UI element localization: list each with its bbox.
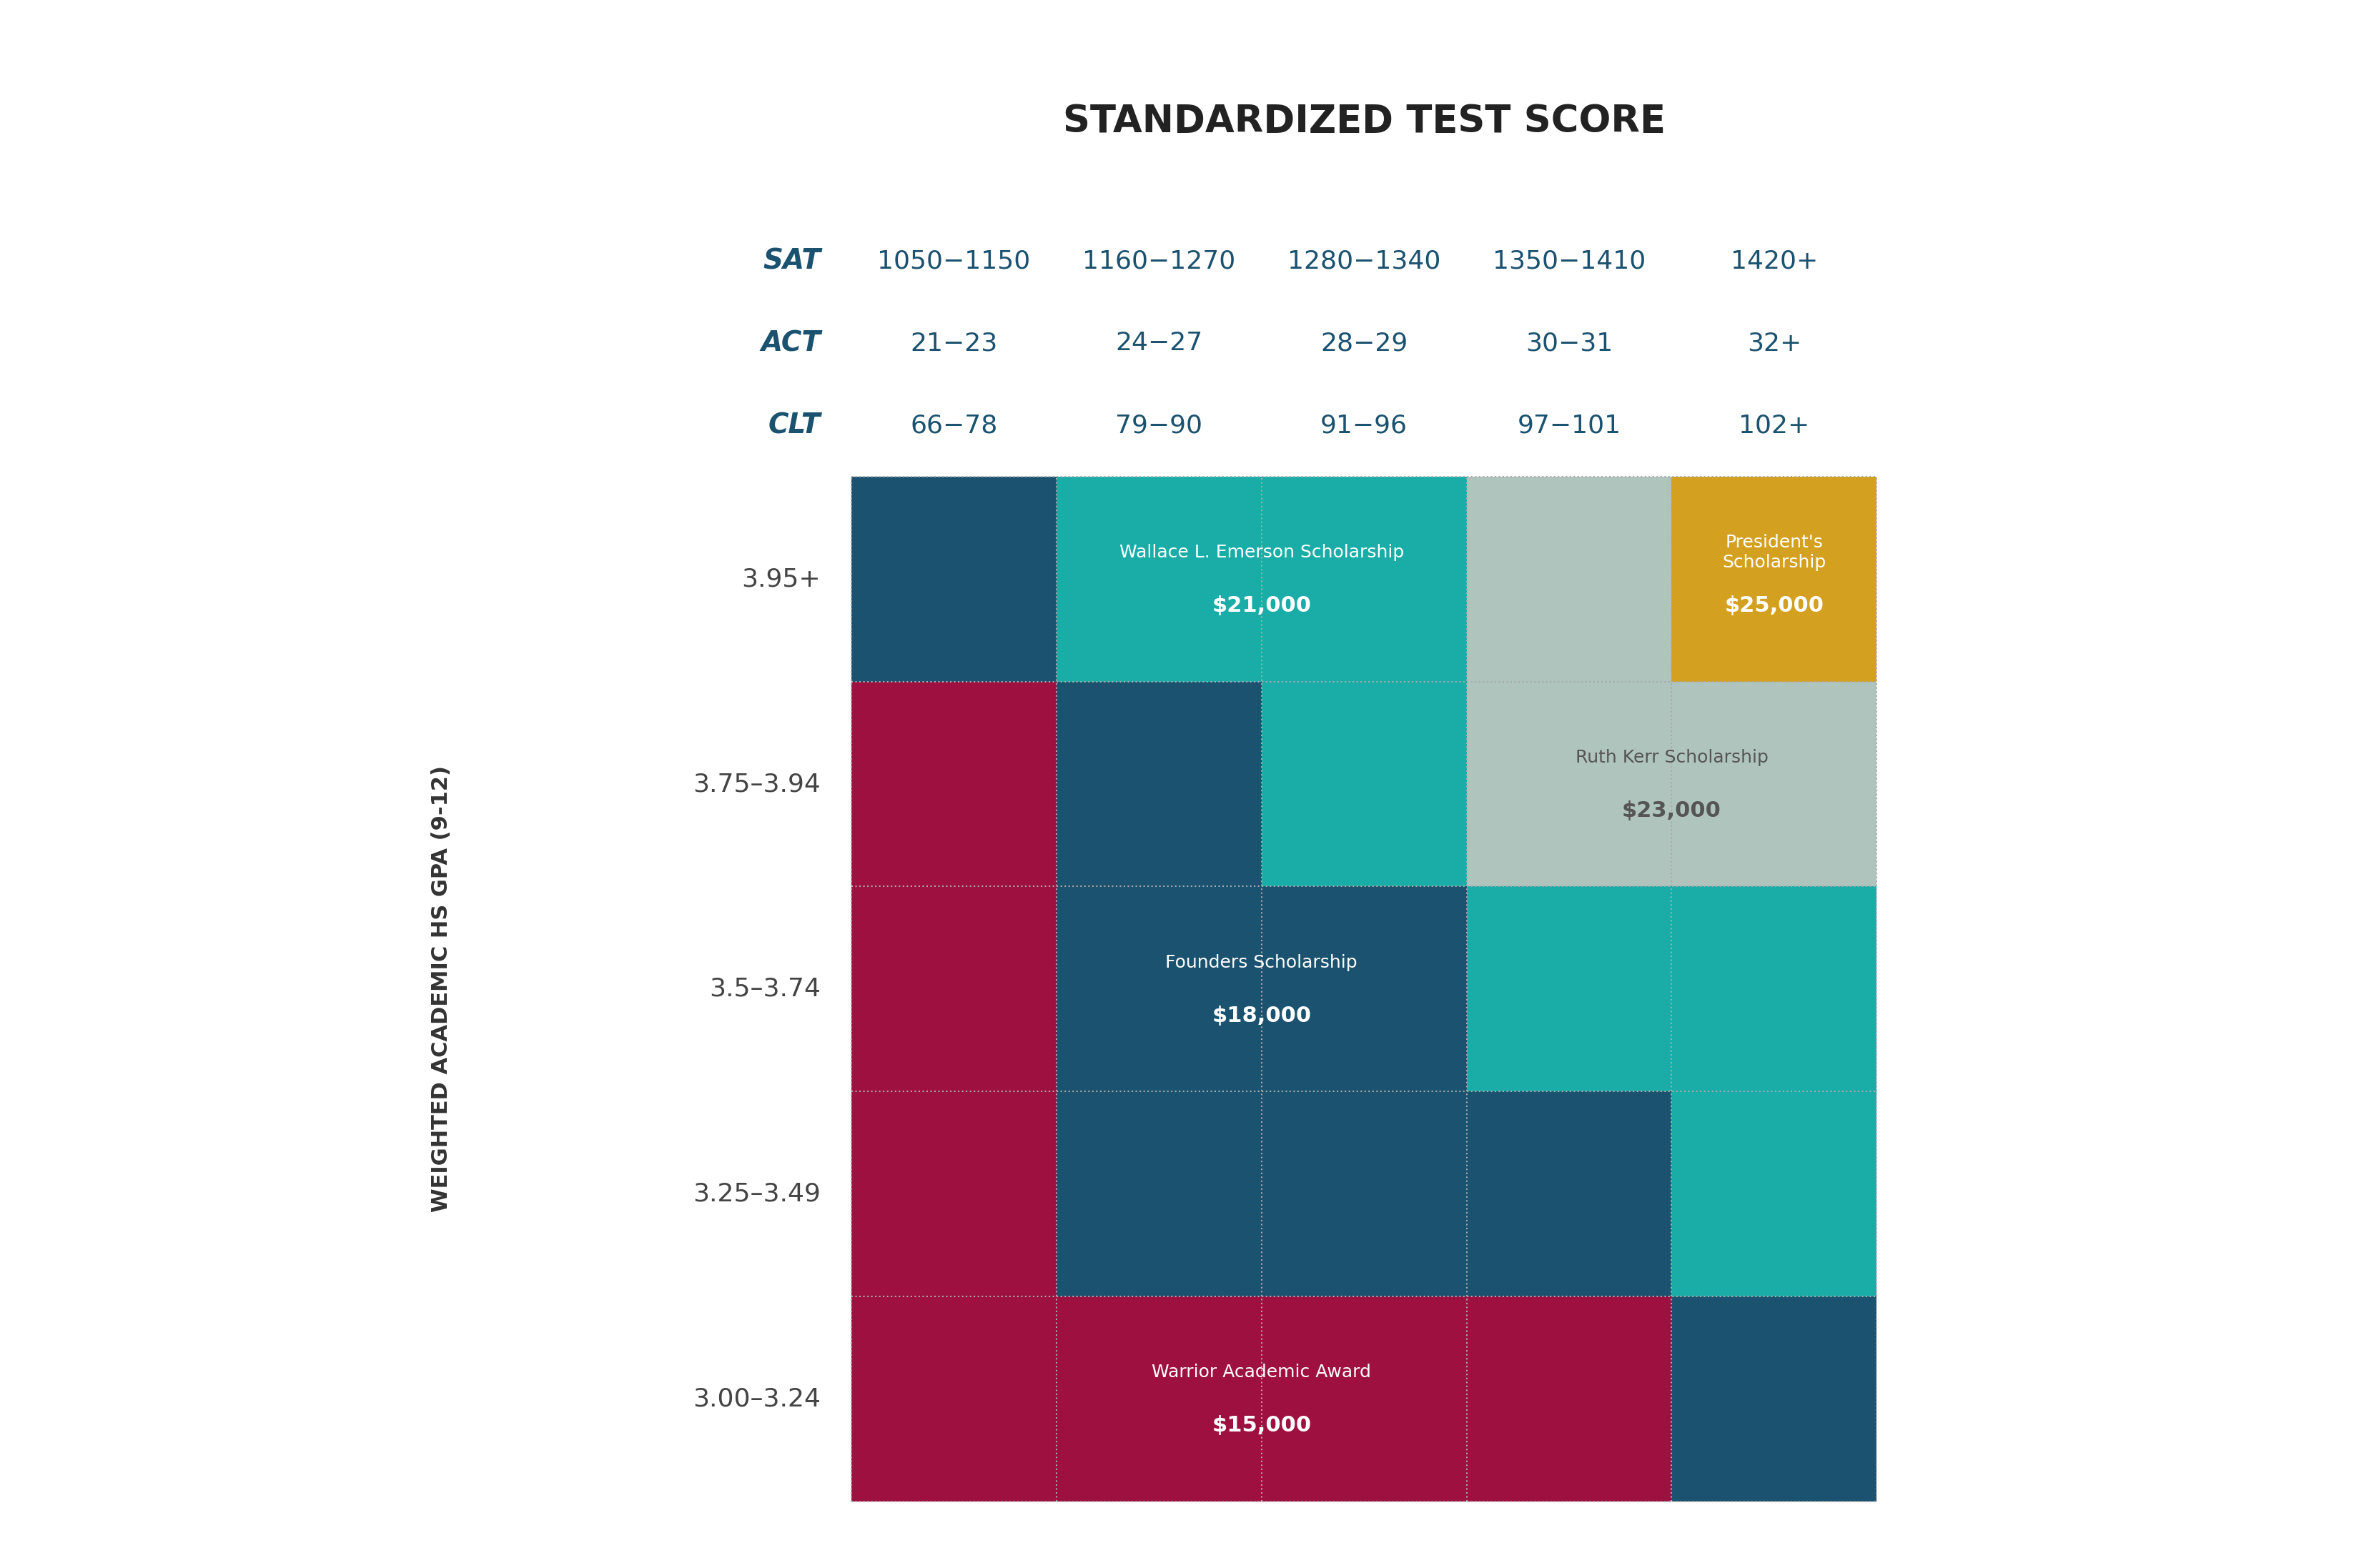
- Text: 1420+: 1420+: [1732, 249, 1819, 273]
- Text: SAT: SAT: [762, 248, 821, 274]
- Text: $23,000: $23,000: [1623, 800, 1722, 822]
- Bar: [1057, 682, 1262, 886]
- Text: 97−101: 97−101: [1517, 412, 1621, 437]
- Text: Ruth Kerr Scholarship: Ruth Kerr Scholarship: [1576, 750, 1769, 765]
- Text: ACT: ACT: [760, 329, 821, 358]
- Bar: [852, 1297, 1057, 1502]
- Bar: [1057, 886, 1262, 1091]
- Text: 79−90: 79−90: [1116, 412, 1203, 437]
- Text: WEIGHTED ACADEMIC HS GPA (9-12): WEIGHTED ACADEMIC HS GPA (9-12): [432, 765, 451, 1212]
- Bar: [1673, 886, 1878, 1091]
- Text: 3.25–3.49: 3.25–3.49: [694, 1182, 821, 1206]
- Text: Wallace L. Emerson Scholarship: Wallace L. Emerson Scholarship: [1118, 544, 1404, 561]
- Text: 1160−1270: 1160−1270: [1083, 249, 1236, 273]
- Text: STANDARDIZED TEST SCORE: STANDARDIZED TEST SCORE: [1064, 103, 1665, 141]
- Bar: [852, 477, 1057, 682]
- Bar: [852, 1091, 1057, 1297]
- Bar: [1467, 477, 1673, 682]
- Text: 24−27: 24−27: [1116, 331, 1203, 356]
- Text: 1280−1340: 1280−1340: [1288, 249, 1441, 273]
- Bar: [1262, 477, 1467, 682]
- Bar: [1673, 1091, 1878, 1297]
- Text: 21−23: 21−23: [911, 331, 998, 356]
- Text: 3.5–3.74: 3.5–3.74: [710, 977, 821, 1000]
- Text: 66−78: 66−78: [911, 412, 998, 437]
- Bar: [1262, 1297, 1467, 1502]
- Bar: [1467, 682, 1673, 886]
- Bar: [1057, 477, 1262, 682]
- Text: 32+: 32+: [1748, 331, 1802, 356]
- Text: Founders Scholarship: Founders Scholarship: [1165, 953, 1356, 971]
- Text: $18,000: $18,000: [1213, 1005, 1312, 1025]
- Text: 30−31: 30−31: [1526, 331, 1614, 356]
- Bar: [1057, 1091, 1262, 1297]
- Bar: [1467, 1091, 1673, 1297]
- Text: 3.00–3.24: 3.00–3.24: [694, 1386, 821, 1411]
- Text: 28−29: 28−29: [1321, 331, 1408, 356]
- Text: 102+: 102+: [1739, 412, 1809, 437]
- Text: CLT: CLT: [769, 412, 821, 439]
- Text: 1350−1410: 1350−1410: [1493, 249, 1647, 273]
- Bar: [1673, 477, 1878, 682]
- Bar: [1262, 886, 1467, 1091]
- Text: 91−96: 91−96: [1321, 412, 1408, 437]
- Bar: [1262, 1091, 1467, 1297]
- Text: 3.95+: 3.95+: [741, 568, 821, 591]
- Bar: [1673, 682, 1878, 886]
- Text: $15,000: $15,000: [1213, 1416, 1312, 1436]
- Text: 1050−1150: 1050−1150: [878, 249, 1031, 273]
- Text: $21,000: $21,000: [1213, 596, 1312, 616]
- Text: President's
Scholarship: President's Scholarship: [1722, 533, 1826, 571]
- Text: Warrior Academic Award: Warrior Academic Award: [1151, 1364, 1371, 1381]
- Bar: [1262, 682, 1467, 886]
- Bar: [1467, 1297, 1673, 1502]
- Bar: [852, 682, 1057, 886]
- Text: 3.75–3.94: 3.75–3.94: [694, 771, 821, 797]
- Bar: [1673, 1297, 1878, 1502]
- Bar: [852, 886, 1057, 1091]
- Bar: [1467, 886, 1673, 1091]
- Bar: [1057, 1297, 1262, 1502]
- Text: $25,000: $25,000: [1724, 596, 1824, 616]
